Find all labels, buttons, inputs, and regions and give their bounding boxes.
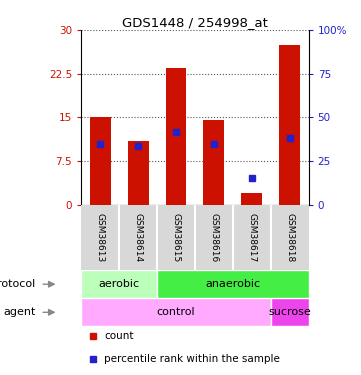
Text: control: control — [157, 307, 195, 317]
Text: GSM38614: GSM38614 — [134, 213, 143, 262]
Bar — [90, 117, 110, 205]
Bar — [271, 298, 309, 326]
Bar — [279, 45, 300, 205]
Title: GDS1448 / 254998_at: GDS1448 / 254998_at — [122, 16, 268, 29]
Text: GSM38618: GSM38618 — [285, 213, 294, 262]
Text: GSM38613: GSM38613 — [96, 213, 105, 262]
Bar — [128, 141, 148, 205]
Text: aerobic: aerobic — [99, 279, 140, 289]
Bar — [157, 270, 309, 298]
Text: GSM38616: GSM38616 — [209, 213, 218, 262]
Text: percentile rank within the sample: percentile rank within the sample — [104, 354, 280, 364]
Text: GSM38617: GSM38617 — [247, 213, 256, 262]
Text: sucrose: sucrose — [268, 307, 311, 317]
Text: agent: agent — [3, 307, 36, 317]
Bar — [81, 298, 271, 326]
Text: count: count — [104, 331, 134, 341]
Bar — [166, 68, 186, 205]
Bar — [204, 120, 224, 205]
Bar — [81, 270, 157, 298]
Text: protocol: protocol — [0, 279, 36, 289]
Bar — [242, 193, 262, 205]
Text: anaerobic: anaerobic — [205, 279, 260, 289]
Text: GSM38615: GSM38615 — [171, 213, 180, 262]
